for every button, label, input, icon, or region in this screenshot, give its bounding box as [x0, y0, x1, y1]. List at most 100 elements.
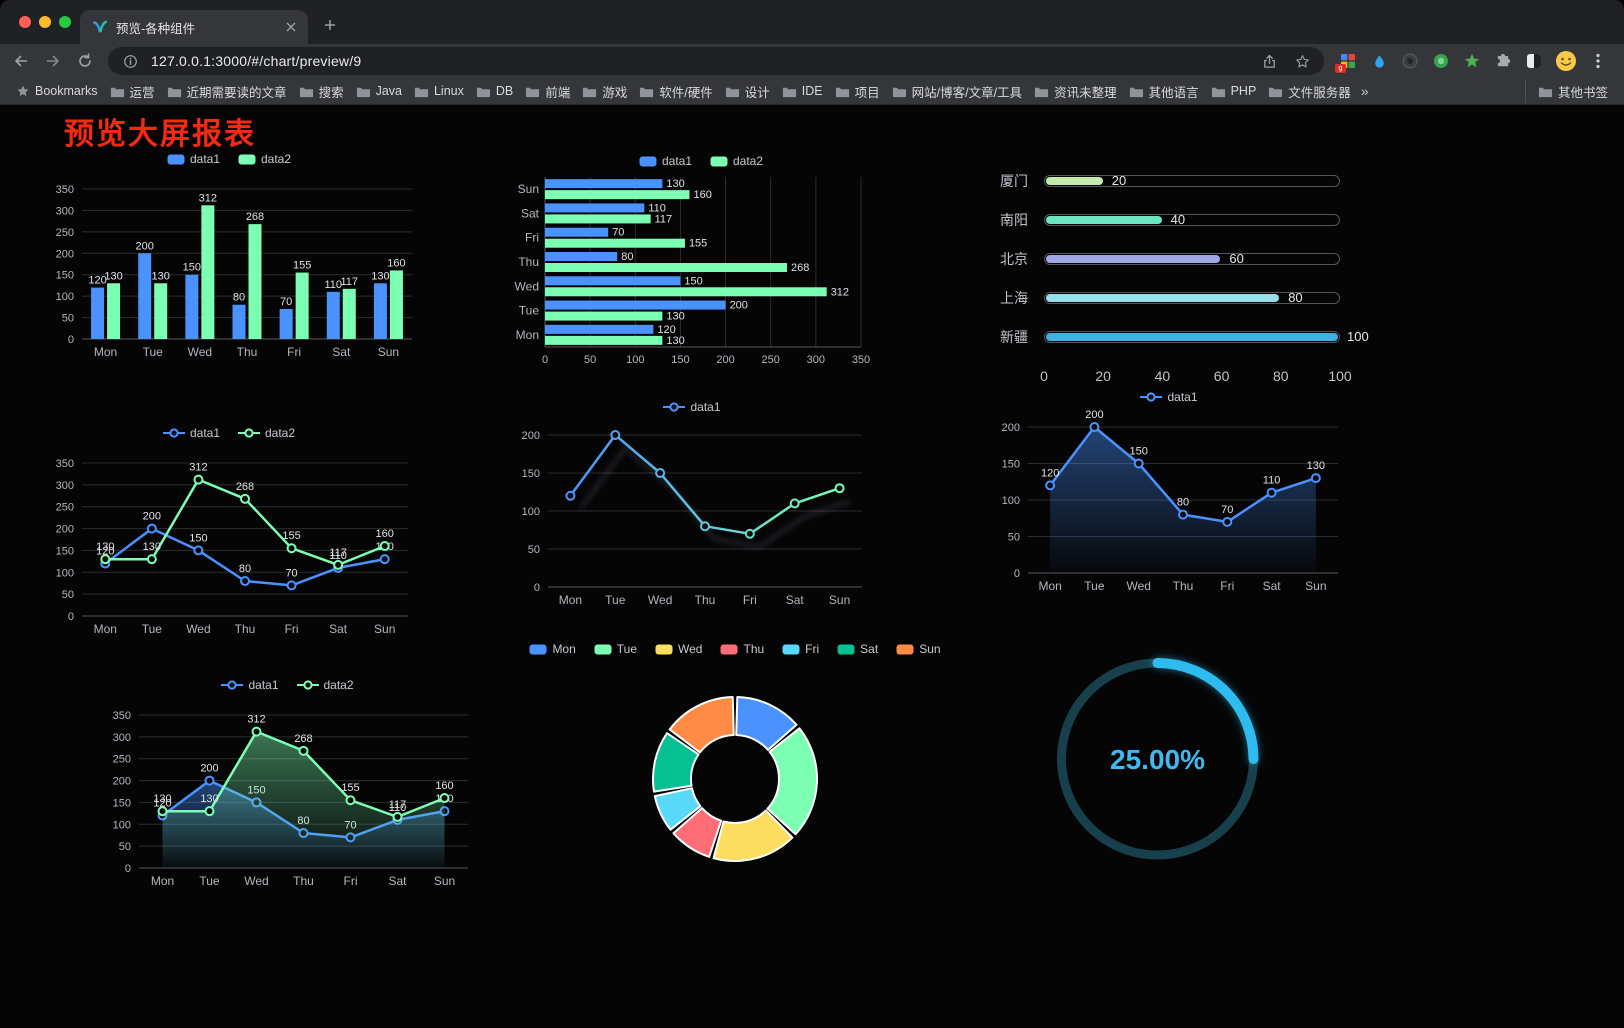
progress-row: 南阳 40 — [1000, 200, 1340, 239]
legend-swatch-icon — [837, 644, 855, 654]
bookmark-item[interactable]: PHP — [1205, 82, 1263, 101]
folder-icon — [414, 87, 429, 97]
bookmarks-manager-item[interactable]: Bookmarks — [10, 82, 104, 100]
legend-item[interactable]: data2 — [710, 154, 763, 168]
pie-slice-Thu[interactable] — [672, 807, 723, 858]
bookmark-item[interactable]: 游戏 — [576, 80, 633, 103]
bookmark-item[interactable]: Java — [350, 82, 408, 101]
legend-item[interactable]: data1 — [1140, 390, 1198, 404]
extension-icon-green-star[interactable] — [1462, 51, 1482, 71]
legend-item[interactable]: data1 — [221, 678, 279, 692]
forward-button[interactable] — [38, 46, 68, 76]
extensions-puzzle-icon[interactable] — [1493, 51, 1513, 71]
bookmark-item[interactable]: 资讯未整理 — [1028, 80, 1123, 103]
new-tab-button[interactable] — [318, 13, 342, 37]
window-zoom-button[interactable] — [59, 16, 71, 28]
bookmark-item[interactable]: 文件服务器 — [1262, 80, 1357, 103]
bookmark-item[interactable]: IDE — [776, 82, 829, 101]
svg-text:150: 150 — [1002, 459, 1020, 471]
bookmark-item[interactable]: 其他语言 — [1123, 80, 1205, 103]
pie-slice-Mon[interactable] — [735, 696, 798, 751]
progress-fill — [1046, 215, 1162, 224]
bookmark-item[interactable]: » — [1360, 83, 1369, 99]
chart-legend: data1 — [988, 389, 1350, 405]
series-data1 — [565, 430, 851, 549]
legend-item[interactable]: data1 — [663, 400, 721, 414]
legend-item[interactable]: Tue — [594, 642, 637, 656]
legend-item[interactable]: Thu — [720, 642, 764, 656]
svg-text:100: 100 — [522, 506, 540, 518]
legend-item[interactable]: Fri — [782, 642, 819, 656]
bookmark-item[interactable]: 搜索 — [293, 80, 350, 103]
site-info-icon[interactable] — [118, 49, 142, 73]
svg-text:100: 100 — [56, 567, 74, 579]
progress-track: 80 — [1044, 290, 1340, 305]
data-point — [286, 543, 297, 554]
svg-text:Tue: Tue — [605, 593, 626, 607]
legend-item[interactable]: Sat — [837, 642, 878, 656]
extension-icon-grid[interactable]: g — [1335, 51, 1358, 73]
bookmark-item[interactable]: 网站/博客/文章/工具 — [886, 80, 1028, 103]
series-data2: 130 130 312 268 155 117 160 — [96, 462, 394, 570]
svg-text:Sat: Sat — [329, 622, 348, 636]
share-icon[interactable] — [1257, 49, 1281, 73]
legend-item[interactable]: data2 — [238, 426, 295, 440]
svg-text:Thu: Thu — [1173, 579, 1194, 593]
legend-item[interactable]: data2 — [238, 152, 291, 166]
bookmark-item[interactable]: 前端 — [519, 80, 576, 103]
bookmark-star-icon[interactable] — [1290, 49, 1314, 73]
legend-item[interactable]: data1 — [167, 152, 220, 166]
profile-avatar[interactable] — [1555, 50, 1577, 72]
pie-slice-Sun[interactable] — [668, 696, 735, 754]
address-bar[interactable]: 127.0.0.1:3000/#/chart/preview/9 — [108, 47, 1324, 75]
extension-icon-green-circle[interactable] — [1431, 51, 1451, 71]
svg-text:Sat: Sat — [1263, 579, 1282, 593]
svg-text:150: 150 — [671, 354, 689, 366]
browser-tab[interactable]: 预览-各种组件 — [80, 10, 308, 44]
svg-text:80: 80 — [239, 563, 251, 575]
bookmark-item[interactable]: 运营 — [104, 80, 161, 103]
legend-item[interactable]: Wed — [655, 642, 702, 656]
back-button[interactable] — [6, 46, 36, 76]
bookmark-item[interactable]: 近期需要读的文章 — [161, 80, 293, 103]
window-minimize-button[interactable] — [39, 16, 51, 28]
svg-text:Wed: Wed — [1126, 579, 1150, 593]
folder-icon — [299, 87, 313, 97]
window-close-button[interactable] — [19, 16, 31, 28]
bookmark-item[interactable]: 设计 — [719, 80, 776, 103]
tab-close-icon[interactable] — [282, 18, 300, 36]
extension-icon-drop[interactable] — [1369, 51, 1389, 71]
svg-text:Mon: Mon — [1038, 579, 1061, 593]
pie-slice-Fri[interactable] — [653, 787, 702, 831]
dark-mode-extension-icon[interactable] — [1524, 51, 1544, 71]
legend-item[interactable]: Sun — [896, 642, 941, 656]
pie-slice-Wed[interactable] — [712, 809, 794, 862]
pie-slice-Sat[interactable] — [652, 732, 700, 793]
bar — [373, 283, 387, 339]
bookmark-item[interactable]: 项目 — [829, 80, 886, 103]
svg-text:200: 200 — [56, 248, 74, 260]
data-point — [193, 474, 204, 485]
reload-button[interactable] — [70, 46, 100, 76]
bookmark-item[interactable]: DB — [470, 82, 519, 101]
legend-item[interactable]: data2 — [296, 678, 354, 692]
progress-track: 20 — [1044, 173, 1340, 188]
bookmark-item[interactable]: Linux — [408, 82, 470, 101]
extension-icon-dark-circle[interactable] — [1400, 51, 1420, 71]
menu-dots-icon[interactable] — [1588, 51, 1608, 71]
svg-text:80: 80 — [1177, 497, 1189, 509]
legend-line-icon — [162, 428, 185, 438]
bar-chart-canvas: 0 50 100 150 200 250 300 350 Mon Tue Wed Thu Fri Sat S… — [56, 184, 412, 359]
legend-item[interactable]: Mon — [529, 642, 576, 656]
other-bookmarks-folder[interactable]: 其他书签 — [1524, 79, 1614, 103]
data-point — [251, 726, 262, 737]
bar — [389, 270, 403, 339]
legend-item[interactable]: data1 — [162, 426, 220, 440]
legend-item[interactable]: data1 — [639, 154, 692, 168]
bookmark-item[interactable]: 软件/硬件 — [633, 80, 718, 103]
svg-text:Mon: Mon — [94, 622, 117, 636]
svg-text:Thu: Thu — [237, 345, 258, 359]
pie-slice-Tue[interactable] — [766, 727, 818, 836]
bar — [545, 300, 726, 310]
svg-text:200: 200 — [113, 776, 131, 788]
